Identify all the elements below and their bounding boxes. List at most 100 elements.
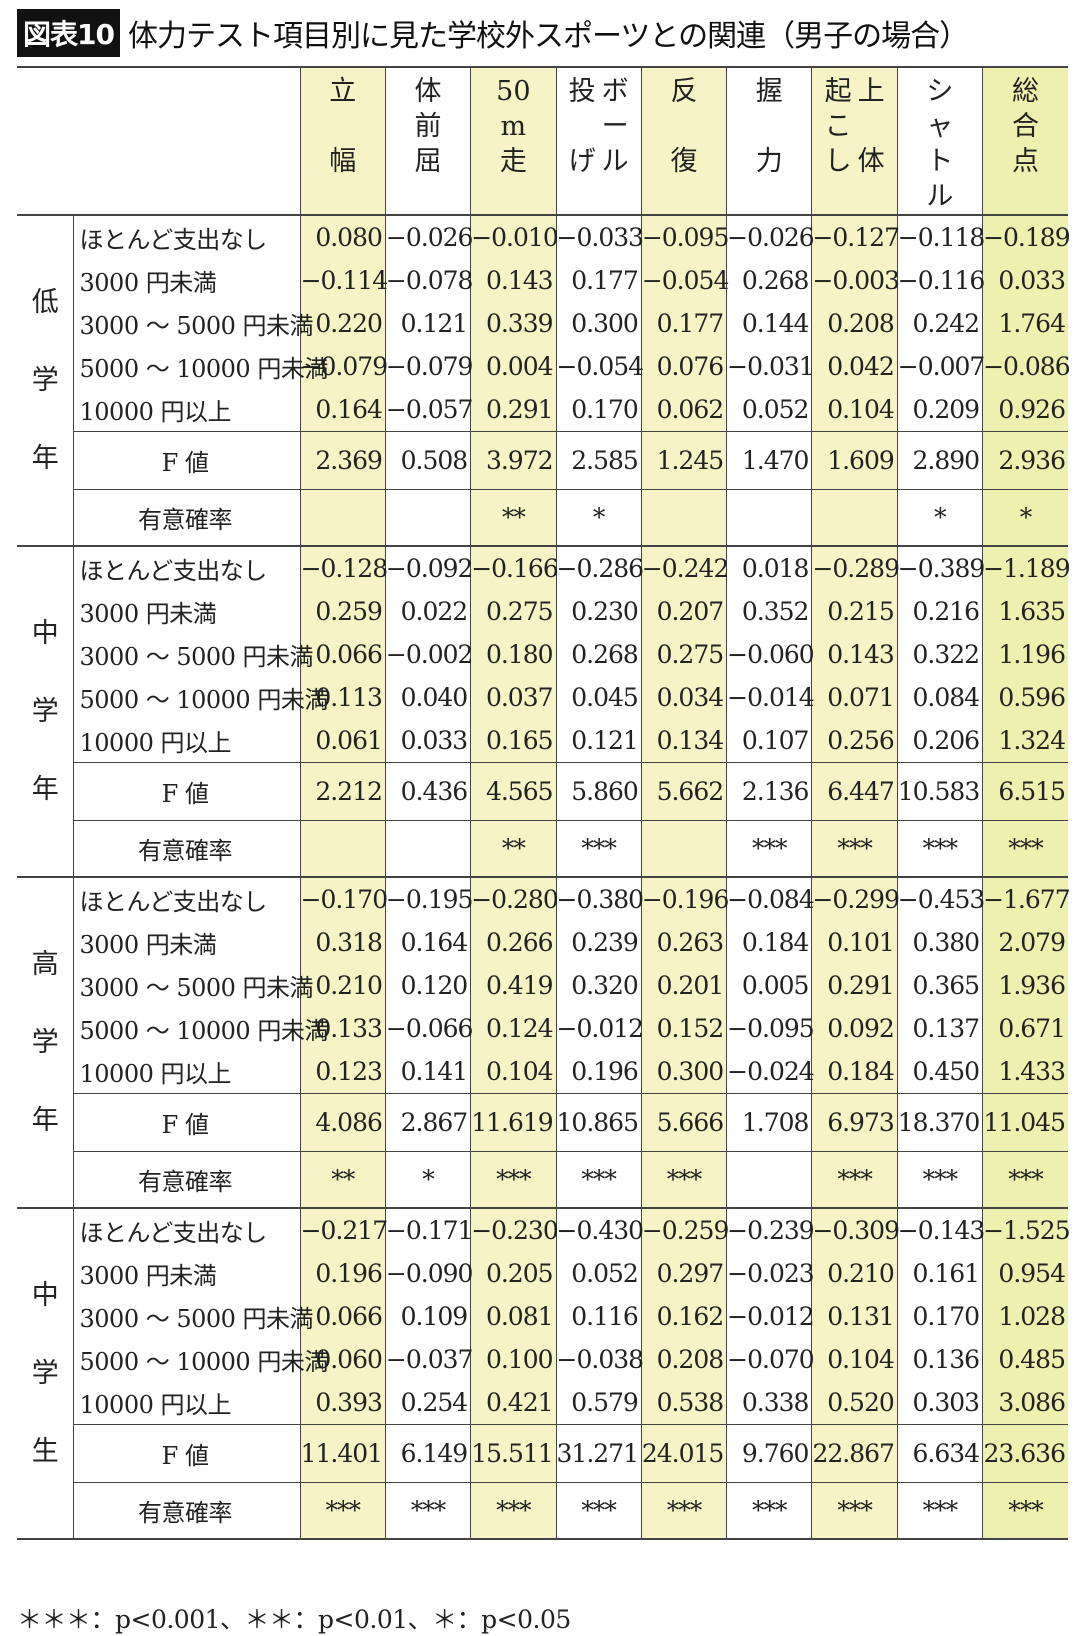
table-row: 3000 円未満 0.259 0.022 0.275 0.230 0.207 0.352 0.… — [17, 590, 1068, 633]
value-cell: 0.061 — [299, 719, 386, 763]
table-row: 中学年ほとんど支出なし −0.128 −0.092 −0.166 −0.286 −0.24… — [17, 546, 1071, 878]
significance-cell: *** — [811, 1151, 898, 1209]
value-cell: 0.164 — [384, 921, 471, 964]
table-row: 10000 円以上 0.393 0.254 0.421 0.579 0.538 0.338 0… — [17, 1381, 1068, 1425]
header-char: 屈 — [414, 146, 442, 177]
f-value-cell: 2.136 — [726, 762, 812, 821]
value-cell: 0.136 — [896, 1338, 983, 1381]
header-char: ー — [601, 111, 629, 142]
category-label: 5000 ～ 10000 円未満 — [72, 676, 328, 719]
header-char: こ — [824, 111, 852, 142]
value-cell: 0.143 — [811, 633, 898, 676]
value-cell: −0.023 — [726, 1252, 815, 1295]
header-char — [338, 109, 347, 144]
f-value-label: F 値 — [72, 762, 301, 821]
category-label: ほとんど支出なし — [72, 215, 301, 259]
value-cell: 0.162 — [640, 1295, 727, 1338]
significance-cell: *** — [896, 820, 983, 878]
value-cell: 0.926 — [982, 388, 1068, 432]
value-cell: 0.104 — [811, 388, 898, 432]
value-cell: −0.057 — [384, 388, 473, 432]
f-value-cell: 2.212 — [299, 762, 386, 821]
value-cell: 0.300 — [555, 302, 642, 345]
column-header-label: 投 げボール — [557, 68, 641, 179]
significance-cell: *** — [384, 1482, 471, 1540]
value-cell: −0.127 — [811, 215, 900, 259]
value-cell: −0.299 — [811, 877, 900, 921]
table-row: 中学生ほとんど支出なし −0.217 −0.171 −0.230 −0.430 −0.25… — [17, 1208, 1071, 1540]
f-value-cell: 23.636 — [982, 1424, 1068, 1483]
significance-label: 有意確率 — [72, 489, 301, 547]
value-cell: 0.164 — [299, 388, 386, 432]
f-value-row: F 値 2.369 0.508 3.972 2.585 1.245 1.470 1.609 2.… — [17, 431, 1068, 490]
value-cell: 0.120 — [384, 964, 471, 1007]
value-cell: 0.579 — [555, 1381, 642, 1425]
value-cell: −0.026 — [384, 215, 473, 259]
column-header: 起こし上 体 — [811, 66, 898, 216]
column-header-line: 体前屈 — [415, 74, 442, 179]
category-label: ほとんど支出なし — [72, 1208, 301, 1252]
table-row: 3000 円未満 −0.114 −0.078 0.143 0.177 −0.054 0.26… — [17, 259, 1068, 302]
column-header: 投 げボール — [555, 66, 642, 216]
figure-title-text: 体力テスト項目別に見た学校外スポーツとの関連（男子の場合） — [127, 19, 969, 54]
significance-cell — [640, 489, 727, 547]
value-cell: −0.430 — [555, 1208, 644, 1252]
significance-cell: *** — [896, 1151, 983, 1209]
group-label-char: 学 — [31, 1026, 59, 1058]
value-cell: 1.196 — [982, 633, 1068, 676]
f-value-cell: 22.867 — [811, 1424, 898, 1483]
value-cell: −0.079 — [384, 345, 473, 388]
value-cell: 0.450 — [896, 1050, 983, 1094]
significance-cell: ** — [470, 489, 557, 547]
column-header-line: 50 m 走 — [496, 74, 530, 179]
significance-cell — [299, 489, 386, 547]
value-cell: −0.166 — [470, 546, 559, 590]
group-label-char: 年 — [31, 773, 59, 805]
table-row: 3000 ～ 5000 円未満 0.066 −0.002 0.180 0.268 0.27… — [17, 633, 1068, 676]
group-label-char: 低 — [31, 286, 59, 318]
value-cell: −0.380 — [555, 877, 644, 921]
header-char: ボ — [601, 76, 629, 107]
f-value-cell: 1.609 — [811, 431, 898, 490]
significance-cell: *** — [982, 1482, 1068, 1540]
group-label: 中学生 — [17, 1208, 74, 1540]
table-row: 5000 ～ 10000 円未満 0.133 −0.066 0.124 −0.012 0.… — [17, 1007, 1068, 1050]
value-cell: 0.206 — [896, 719, 983, 763]
value-cell: 0.071 — [811, 676, 898, 719]
value-cell: 0.184 — [726, 921, 812, 964]
value-cell: −0.217 — [299, 1208, 388, 1252]
value-cell: 0.520 — [811, 1381, 898, 1425]
f-value-cell: 2.936 — [982, 431, 1068, 490]
value-cell: 2.079 — [982, 921, 1068, 964]
value-cell: 0.485 — [982, 1338, 1068, 1381]
value-cell: −0.054 — [555, 345, 644, 388]
value-cell: 0.538 — [640, 1381, 727, 1425]
value-cell: 0.084 — [896, 676, 983, 719]
value-cell: −0.078 — [384, 259, 473, 302]
value-cell: 0.318 — [299, 921, 386, 964]
f-value-cell: 18.370 — [896, 1093, 983, 1152]
value-cell: 1.028 — [982, 1295, 1068, 1338]
significance-cell — [726, 489, 812, 547]
value-cell: 0.060 — [299, 1338, 386, 1381]
f-value-cell: 5.860 — [555, 762, 642, 821]
group-label-char: 高 — [31, 948, 59, 980]
column-header-label: 起こし上 体 — [812, 68, 896, 179]
significance-cell — [811, 489, 898, 547]
category-label: ほとんど支出なし — [72, 546, 301, 590]
value-cell: −0.060 — [726, 633, 815, 676]
value-cell: −0.066 — [384, 1007, 473, 1050]
value-cell: −0.095 — [640, 215, 729, 259]
f-value-cell: 6.447 — [811, 762, 898, 821]
category-label: 10000 円以上 — [72, 1381, 301, 1425]
f-value-cell: 5.662 — [640, 762, 727, 821]
value-cell: 0.124 — [470, 1007, 557, 1050]
value-cell: −0.037 — [384, 1338, 473, 1381]
value-cell: 0.018 — [726, 546, 812, 590]
group-label-char: 中 — [31, 1279, 59, 1311]
category-label: 5000 ～ 10000 円未満 — [72, 345, 328, 388]
value-cell: 0.113 — [299, 676, 386, 719]
value-cell: −0.114 — [299, 259, 388, 302]
group-label: 中学年 — [17, 546, 74, 878]
header-char — [867, 109, 876, 144]
